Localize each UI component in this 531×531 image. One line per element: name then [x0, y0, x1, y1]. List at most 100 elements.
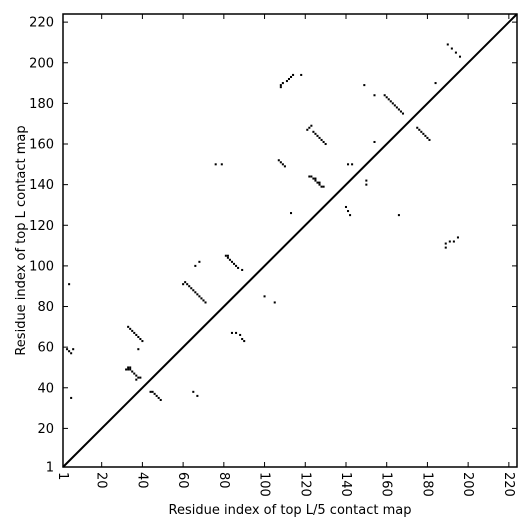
- contact-cell-upper: [363, 84, 366, 87]
- contact-cell-lower: [243, 340, 246, 343]
- contact-cell-upper: [214, 163, 217, 166]
- contact-cell-lower: [263, 295, 266, 298]
- contact-cell-upper: [290, 75, 293, 78]
- contact-cell-upper: [373, 94, 376, 97]
- x-tick-label: 220: [501, 472, 516, 497]
- contact-cell-upper: [198, 260, 201, 263]
- contact-cell-upper: [277, 159, 280, 162]
- contact-cell-upper: [200, 297, 203, 300]
- contact-cell-upper: [322, 140, 325, 143]
- contact-cell-upper: [192, 289, 195, 292]
- contact-cell-upper: [373, 140, 376, 143]
- contact-cell-upper: [281, 82, 284, 85]
- contact-cell-upper: [391, 102, 394, 105]
- contact-cell-upper: [202, 299, 205, 302]
- contact-cell-upper: [279, 86, 282, 89]
- contact-cell-upper: [70, 352, 73, 355]
- contact-cell-upper: [68, 283, 71, 286]
- contact-cell-upper: [393, 104, 396, 107]
- contact-cell-lower: [308, 175, 311, 178]
- contact-cell-upper: [310, 124, 313, 127]
- contact-cell-lower: [397, 214, 400, 217]
- contact-cell-lower: [157, 396, 160, 399]
- contact-cell-upper: [395, 106, 398, 109]
- contact-cell-lower: [228, 258, 231, 261]
- contact-cell-upper: [184, 281, 187, 284]
- contact-cell-lower: [196, 394, 199, 397]
- contact-cell-lower: [127, 368, 130, 371]
- contact-cell-lower: [125, 368, 128, 371]
- x-tick-label: 140: [338, 472, 353, 497]
- contact-cell-lower: [224, 254, 227, 257]
- contact-cell-upper: [204, 301, 207, 304]
- y-tick-label: 20: [37, 422, 54, 437]
- contact-cell-lower: [320, 185, 323, 188]
- contact-cell-upper: [196, 293, 199, 296]
- contact-cell-upper: [287, 77, 290, 81]
- x-tick-label: 200: [460, 472, 475, 497]
- x-tick-label: 20: [94, 472, 109, 489]
- contact-cell-upper: [401, 112, 405, 115]
- contact-cell-upper: [129, 327, 132, 330]
- contact-cell-upper: [434, 82, 437, 85]
- contact-cell-upper: [454, 51, 457, 54]
- contact-cell-lower: [365, 179, 368, 182]
- contact-cell-lower: [135, 374, 138, 377]
- x-tick-label: 40: [134, 472, 149, 489]
- x-tick-label: 160: [379, 472, 394, 497]
- contact-cell-lower: [230, 331, 233, 334]
- contact-cell-lower: [444, 246, 447, 249]
- contact-cell-lower: [241, 338, 244, 341]
- y-tick-label: 180: [29, 97, 54, 112]
- contact-cell-upper: [68, 350, 71, 353]
- contact-cell-upper: [285, 80, 288, 83]
- x-tick-label: 80: [216, 472, 231, 489]
- y-tick-label: 1: [46, 461, 54, 476]
- contact-cell-upper: [279, 161, 282, 164]
- contact-cell-lower: [237, 266, 240, 269]
- contact-cell-upper: [385, 96, 388, 99]
- y-tick-label: 140: [29, 178, 54, 193]
- contact-cell-upper: [320, 138, 323, 141]
- contact-cell-upper: [422, 132, 425, 135]
- contact-cell-upper: [387, 98, 390, 101]
- contact-cell-upper: [399, 110, 402, 113]
- contact-cell-lower: [135, 378, 138, 381]
- contact-cell-lower: [241, 268, 244, 271]
- contact-cell-upper: [420, 130, 423, 133]
- contact-cell-lower: [318, 183, 321, 186]
- contact-cell-upper: [458, 55, 462, 58]
- contact-cells: [66, 43, 462, 401]
- contact-cell-upper: [426, 136, 429, 139]
- x-tick-label: 1: [55, 472, 70, 480]
- y-axis-label: Residue index of top L contact map: [14, 125, 29, 355]
- contact-cell-upper: [292, 73, 295, 76]
- y-tick-label: 60: [37, 341, 54, 356]
- contact-cell-upper: [137, 335, 140, 339]
- contact-cell-upper: [182, 283, 185, 286]
- contact-cell-upper: [389, 100, 392, 103]
- x-tick-label: 180: [419, 472, 434, 497]
- x-tick-label: 60: [175, 472, 190, 489]
- contact-cell-lower: [448, 240, 451, 243]
- contact-cell-lower: [133, 372, 136, 375]
- contact-cell-upper: [314, 132, 317, 135]
- x-tick-label: 120: [297, 472, 312, 497]
- contact-cell-upper: [424, 134, 427, 137]
- contact-cell-upper: [300, 73, 303, 76]
- contact-cell-lower: [456, 236, 459, 239]
- contact-cell-lower: [235, 264, 238, 267]
- contact-cell-upper: [283, 165, 286, 168]
- y-tick-label: 200: [29, 56, 54, 71]
- contact-cell-lower: [139, 376, 142, 379]
- contact-cell-lower: [153, 392, 156, 395]
- contact-cell-upper: [351, 163, 354, 166]
- y-tick-label: 100: [29, 259, 54, 274]
- contact-cell-lower: [226, 256, 229, 259]
- contact-cell-lower: [444, 242, 447, 245]
- contact-cell-lower: [314, 177, 317, 180]
- contact-cell-upper: [397, 108, 400, 111]
- contact-cell-lower: [226, 254, 229, 257]
